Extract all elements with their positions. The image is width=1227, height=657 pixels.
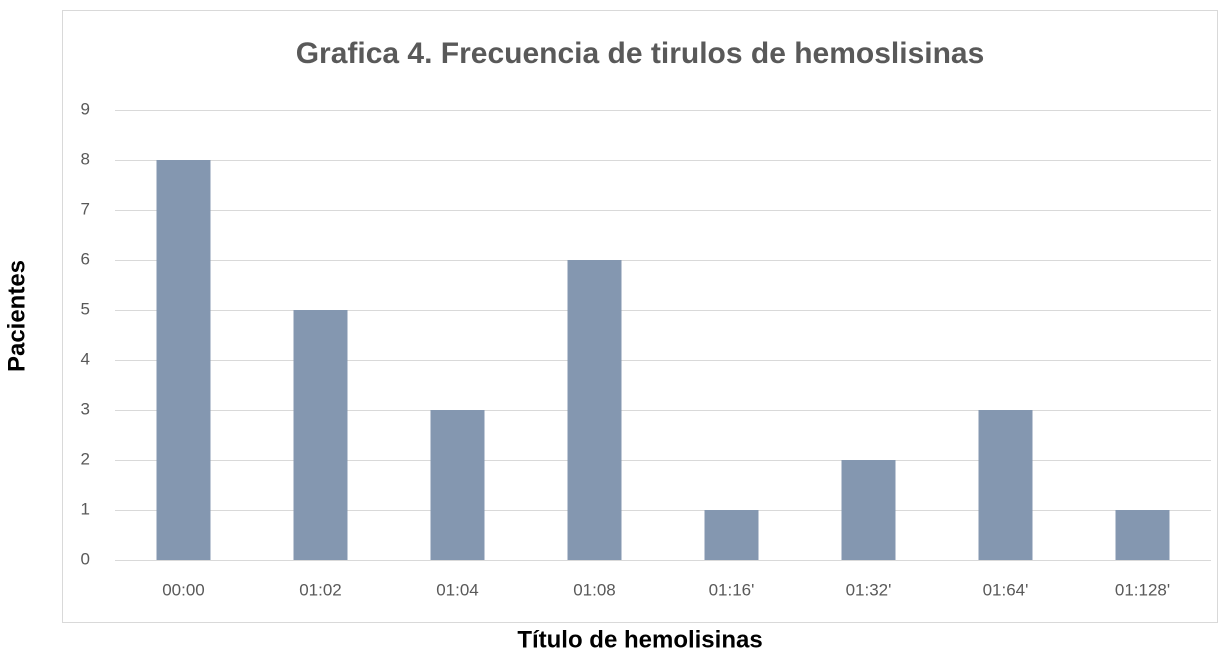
x-tick-label: 01:64' (983, 580, 1029, 599)
y-tick-label: 7 (81, 199, 90, 218)
bar (1115, 510, 1170, 560)
x-tick-label: 00:00 (162, 580, 205, 599)
y-tick-label: 8 (81, 149, 90, 168)
x-tick-label: 01:02 (299, 580, 342, 599)
y-axis-title: Pacientes (3, 260, 30, 372)
bar (567, 260, 622, 560)
x-tick-label: 01:128' (1115, 580, 1170, 599)
y-tick-label: 4 (81, 349, 90, 368)
x-tick-label: 01:04 (436, 580, 479, 599)
bar (293, 310, 348, 560)
y-tick-label: 5 (81, 299, 90, 318)
bar (841, 460, 896, 560)
bar (978, 410, 1033, 560)
chart-border (62, 10, 1218, 623)
bar (156, 160, 211, 560)
y-tick-label: 3 (81, 399, 90, 418)
y-tick-label: 2 (81, 449, 90, 468)
x-axis-title: Título de hemolisinas (517, 626, 762, 653)
y-tick-label: 1 (81, 499, 90, 518)
y-tick-label: 9 (81, 99, 90, 118)
chart-title: Grafica 4. Frecuencia de tirulos de hemo… (296, 37, 985, 70)
x-tick-label: 01:16' (709, 580, 755, 599)
y-tick-label: 6 (81, 249, 90, 268)
y-tick-label: 0 (81, 549, 90, 568)
bar (704, 510, 759, 560)
x-tick-label: 01:08 (573, 580, 616, 599)
bar (430, 410, 485, 560)
x-tick-label: 01:32' (846, 580, 892, 599)
